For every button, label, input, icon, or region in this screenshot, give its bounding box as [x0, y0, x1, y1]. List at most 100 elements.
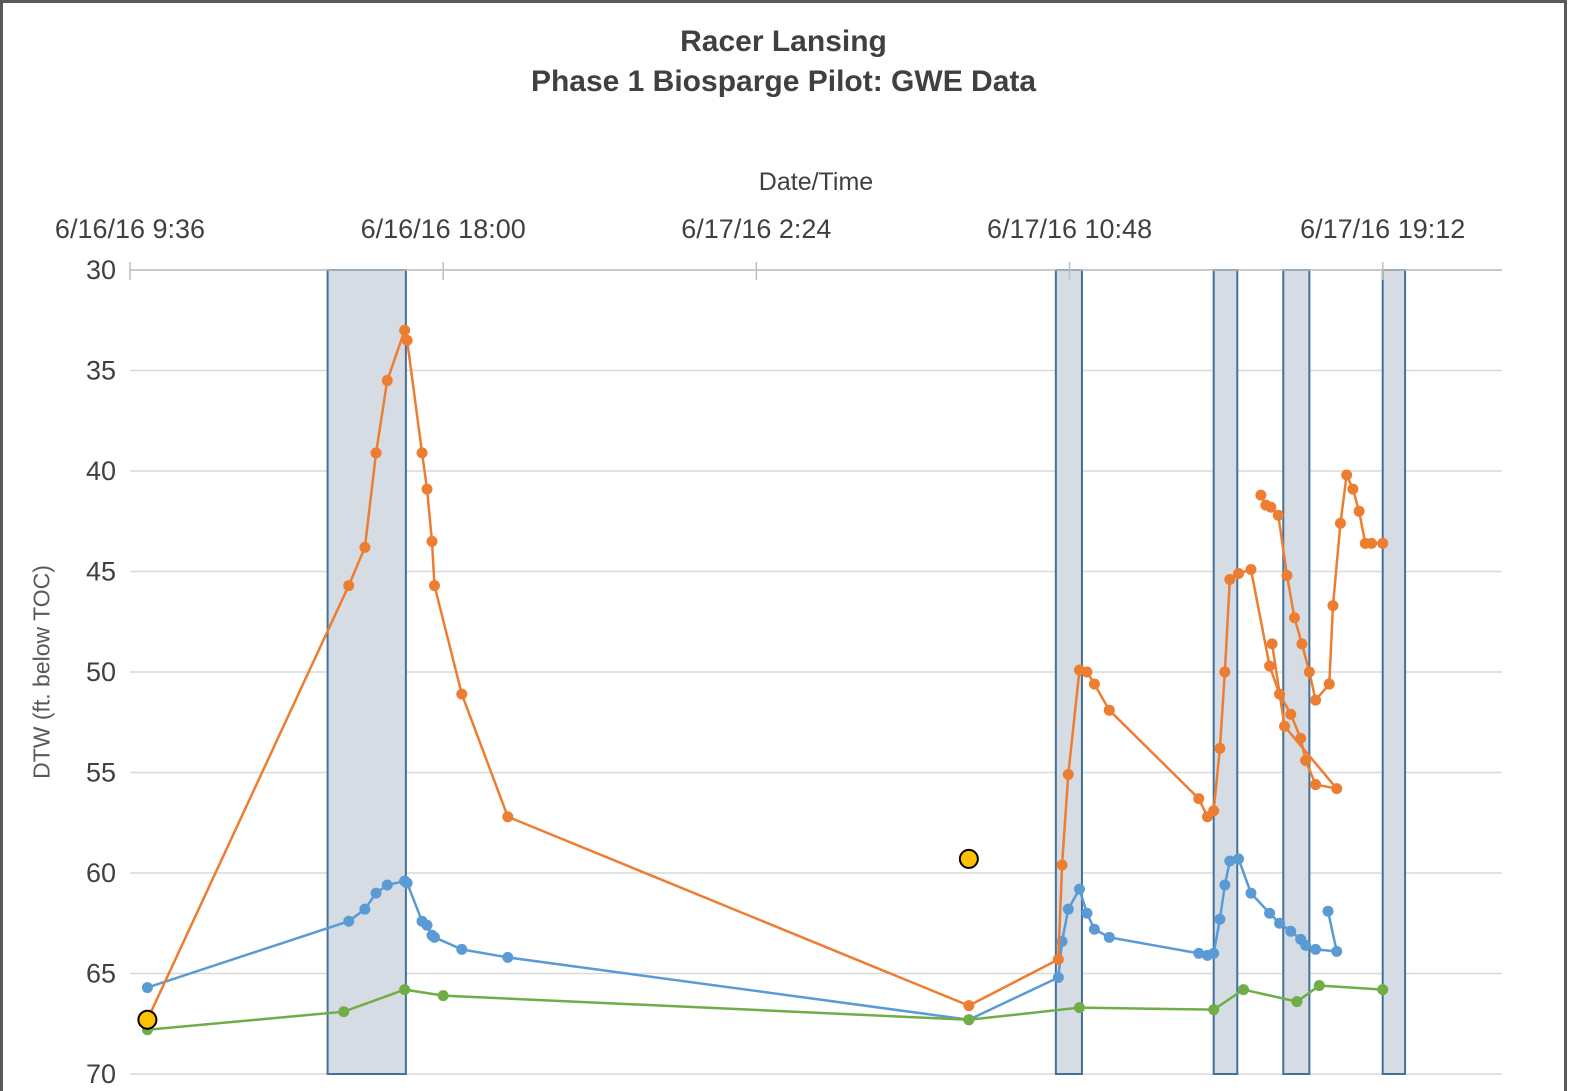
series-orange-point	[1279, 720, 1291, 732]
series-orange-point	[1233, 568, 1245, 580]
series-orange-tail-point	[1303, 666, 1315, 678]
series-orange-tail-point	[1296, 638, 1308, 650]
y-tick-label: 35	[86, 356, 116, 386]
series-blue-point	[1073, 883, 1085, 895]
series-orange-point	[1331, 783, 1343, 795]
x-tick-label: 6/17/16 10:48	[987, 214, 1152, 244]
y-tick-label: 30	[86, 255, 116, 285]
series-orange-tail-point	[1323, 678, 1335, 690]
series-blue-point	[1224, 855, 1236, 867]
series-blue-point	[421, 919, 433, 931]
y-tick-label: 40	[86, 456, 116, 486]
series-orange-tail-point	[1272, 509, 1284, 521]
series-blue-point	[1052, 972, 1064, 984]
series-blue-point	[456, 943, 468, 955]
series-orange-point	[1052, 953, 1064, 965]
series-orange-point	[456, 688, 468, 700]
series-orange-point	[1193, 793, 1205, 805]
series-blue-line	[147, 857, 1339, 1022]
x-tick-label: 6/16/16 9:36	[55, 214, 205, 244]
series-green-point	[1291, 996, 1303, 1008]
series-blue-point	[1208, 947, 1220, 959]
series-orange-point	[1285, 708, 1297, 720]
series-blue-point	[1245, 887, 1257, 899]
series-blue-point	[1214, 913, 1226, 925]
series-orange-tail-point	[1265, 501, 1277, 513]
series-orange-tail-point	[1255, 489, 1267, 501]
series-green-point	[399, 984, 411, 996]
series-blue-point	[1062, 903, 1074, 915]
x-axis-title: Date/Time	[758, 168, 874, 196]
series-orange-point	[401, 334, 413, 346]
series-orange-point	[1103, 704, 1115, 716]
series-blue-point	[401, 877, 413, 889]
y-tick-label: 45	[86, 557, 116, 587]
series-orange-tail-point	[1334, 517, 1346, 529]
x-tick-label: 6/17/16 2:24	[681, 214, 831, 244]
series-blue-point	[141, 982, 153, 994]
series-green-point	[338, 1006, 350, 1018]
series-orange-point	[421, 483, 433, 495]
series-orange-point	[1056, 859, 1068, 871]
y-tick-label: 50	[86, 657, 116, 687]
series-orange-point	[1219, 666, 1231, 678]
series-blue-point	[1274, 917, 1286, 929]
series-orange-point	[1208, 805, 1220, 817]
series-orange-point	[1088, 678, 1100, 690]
series-orange-tail-point	[1353, 505, 1365, 517]
series-orange-tail-point	[1288, 612, 1300, 624]
series-orange-point	[1274, 688, 1286, 700]
highlight-marker	[137, 1009, 158, 1030]
series-orange-point	[1224, 574, 1236, 586]
series-orange-point	[1300, 754, 1312, 766]
series-green-point	[1313, 980, 1325, 992]
series-green-point	[1377, 984, 1389, 996]
series-orange-point	[1264, 660, 1276, 672]
chart-title-block: Racer Lansing Phase 1 Biosparge Pilot: G…	[0, 22, 1567, 102]
series-blue-point	[1219, 879, 1231, 891]
chart-subtitle: Phase 1 Biosparge Pilot: GWE Data	[530, 65, 1037, 98]
series-orange-point	[359, 541, 371, 553]
series-orange-point	[370, 447, 382, 459]
series-green-point	[963, 1014, 975, 1026]
series-orange-tail-line	[1259, 470, 1383, 703]
series-blue-point	[1103, 931, 1115, 943]
series-blue-point	[1193, 947, 1205, 959]
series-green-point	[1238, 984, 1250, 996]
series-blue-point	[1088, 923, 1100, 935]
series-orange-tail-point	[1377, 537, 1389, 549]
series-orange-point	[502, 811, 514, 823]
series-orange-point	[1295, 732, 1307, 744]
series-orange-point	[381, 375, 393, 387]
series-blue-point	[1331, 945, 1343, 957]
y-tick-label: 70	[86, 1059, 116, 1089]
series-orange-tail-point	[1347, 483, 1359, 495]
series-blue-point	[1285, 925, 1297, 937]
sparge-period-band	[326, 269, 407, 1075]
y-tick-label: 65	[86, 959, 116, 989]
series-green-point	[1073, 1002, 1085, 1014]
series-blue-point	[381, 879, 393, 891]
x-tick-label: 6/16/16 18:00	[361, 214, 526, 244]
sparge-period-band	[1381, 269, 1407, 1075]
series-orange-tail-point	[1327, 600, 1339, 612]
series-orange-point	[1081, 666, 1093, 678]
series-blue-point	[343, 915, 355, 927]
chart-title: Racer Lansing	[680, 25, 887, 58]
x-tick-label: 6/17/16 19:12	[1300, 214, 1465, 244]
series-blue-point	[370, 887, 382, 899]
series-blue-point	[1264, 907, 1276, 919]
series-orange-tail-point	[1366, 537, 1378, 549]
series-orange-line	[146, 325, 1340, 1021]
highlight-marker	[958, 848, 979, 869]
series-orange-point	[1310, 779, 1322, 791]
series-orange-point	[1266, 638, 1278, 650]
y-tick-label: 55	[86, 758, 116, 788]
series-blue-point	[1233, 853, 1245, 865]
series-orange-tail-point	[1310, 694, 1322, 706]
series-blue-point	[1310, 943, 1322, 955]
series-orange-point	[428, 580, 440, 592]
series-blue-point	[1300, 939, 1312, 951]
series-orange-point	[426, 535, 438, 547]
